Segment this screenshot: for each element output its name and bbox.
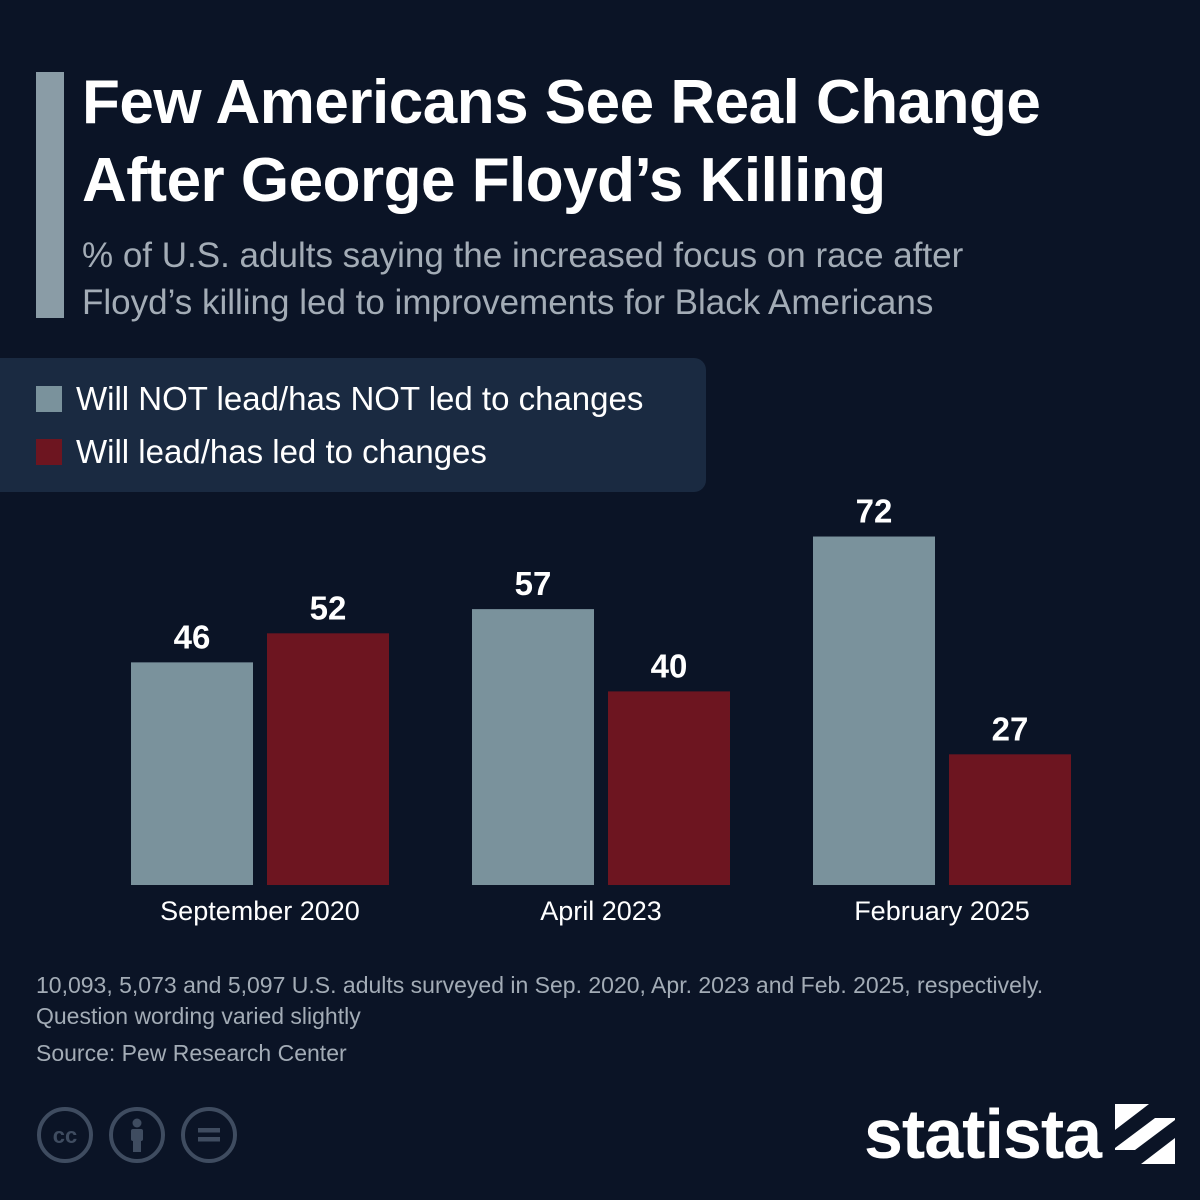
data-label-led-2: 40 xyxy=(651,647,688,684)
bar-led-3 xyxy=(949,754,1071,885)
title-accent-bar xyxy=(36,72,64,318)
statista-logo-icon xyxy=(1115,1104,1176,1164)
x-tick-label-3: February 2025 xyxy=(854,896,1030,926)
legend-swatch-led xyxy=(36,439,62,465)
title-line-2: After George Floyd’s Killing xyxy=(82,146,886,215)
cc-icon[interactable]: cc xyxy=(36,1106,94,1164)
legend-label-not-led: Will NOT lead/has NOT led to changes xyxy=(76,380,644,417)
legend-label-led: Will lead/has led to changes xyxy=(76,433,487,470)
data-label-not-led-2: 57 xyxy=(515,565,552,602)
bar-led-2 xyxy=(608,691,730,885)
subtitle-line-1: % of U.S. adults saying the increased fo… xyxy=(82,236,964,275)
data-label-not-led-3: 72 xyxy=(856,493,893,530)
chart-subtitle: % of U.S. adults saying the increased fo… xyxy=(82,232,1182,326)
svg-text:cc: cc xyxy=(53,1123,77,1148)
subtitle-line-2: Floyd’s killing led to improvements for … xyxy=(82,283,934,322)
survey-note-line-2: Question wording varied slightly xyxy=(36,1003,361,1029)
legend-swatch-not-led xyxy=(36,386,62,412)
bar-not-led-1 xyxy=(131,662,253,885)
statista-logo[interactable]: statista xyxy=(864,1094,1176,1174)
data-label-not-led-1: 46 xyxy=(174,618,211,655)
legend-item-not-led: Will NOT lead/has NOT led to changes xyxy=(36,380,643,418)
no-derivatives-icon[interactable] xyxy=(180,1106,238,1164)
bar-not-led-2 xyxy=(472,609,594,885)
bar-led-1 xyxy=(267,633,389,885)
survey-note: 10,093, 5,073 and 5,097 U.S. adults surv… xyxy=(36,970,1176,1032)
title-line-1: Few Americans See Real Change xyxy=(82,68,1041,137)
bar-chart: 46 52 September 2020 57 40 April 2023 72 27 Febr… xyxy=(131,493,1071,926)
data-label-led-1: 52 xyxy=(310,589,347,626)
legend: Will NOT lead/has NOT led to changes Wil… xyxy=(0,358,706,492)
data-label-led-3: 27 xyxy=(992,710,1029,747)
statista-wordmark: statista xyxy=(864,1095,1102,1173)
bar-not-led-3 xyxy=(813,536,935,885)
license-icons: cc xyxy=(36,1106,238,1164)
attribution-icon[interactable] xyxy=(108,1106,166,1164)
x-tick-label-1: September 2020 xyxy=(160,896,360,926)
source-note: Source: Pew Research Center xyxy=(36,1040,347,1066)
chart-title: Few Americans See Real Change After Geor… xyxy=(82,64,1182,220)
survey-note-line-1: 10,093, 5,073 and 5,097 U.S. adults surv… xyxy=(36,972,1044,998)
x-tick-label-2: April 2023 xyxy=(540,896,662,926)
legend-item-led: Will lead/has led to changes xyxy=(36,433,487,471)
